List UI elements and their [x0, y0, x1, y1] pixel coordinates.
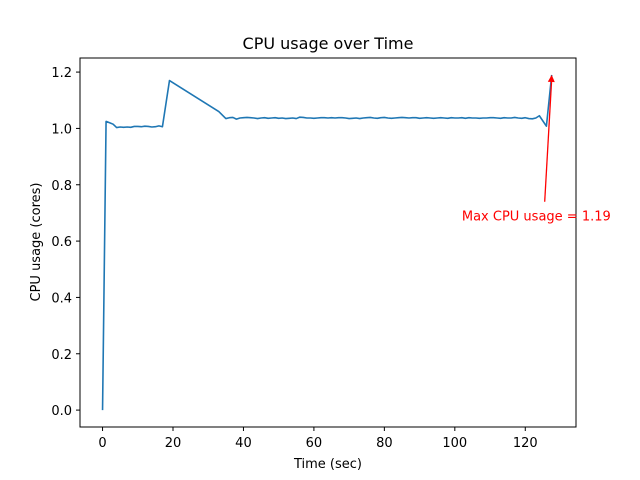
x-tick-label: 80: [376, 436, 393, 451]
x-axis-label: Time (sec): [293, 457, 362, 472]
y-tick-label: 0.0: [51, 404, 72, 419]
annotation-text: Max CPU usage = 1.19: [462, 210, 611, 225]
axes-frame: [79, 57, 577, 428]
y-tick-label: 1.2: [51, 66, 72, 81]
x-tick-label: 120: [513, 436, 538, 451]
plot-area: [101, 74, 553, 411]
x-tick-label: 100: [442, 436, 467, 451]
y-tick-label: 0.8: [51, 179, 72, 194]
x-tick-label: 60: [306, 436, 323, 451]
y-tick-label: 0.2: [51, 348, 72, 363]
x-tick-label: 40: [235, 436, 252, 451]
cpu-usage-line: [101, 74, 553, 411]
y-tick-label: 1.0: [51, 122, 72, 137]
chart-title: CPU usage over Time: [243, 34, 414, 53]
x-tick-label: 0: [98, 436, 106, 451]
x-tick-label: 20: [165, 436, 182, 451]
annotation-arrow-head: [547, 74, 555, 83]
y-tick-label: 0.6: [51, 235, 72, 250]
y-axis-ticks: 0.0 0.2 0.4 0.6 0.8 1.0 1.2: [51, 66, 80, 419]
y-axis-label: CPU usage (cores): [29, 183, 44, 302]
annotation-arrow-line: [544, 78, 553, 202]
x-axis-ticks: 0 20 40 60 80 100 120: [98, 427, 538, 451]
max-annotation: Max CPU usage = 1.19: [462, 74, 611, 225]
y-tick-label: 0.4: [51, 291, 72, 306]
